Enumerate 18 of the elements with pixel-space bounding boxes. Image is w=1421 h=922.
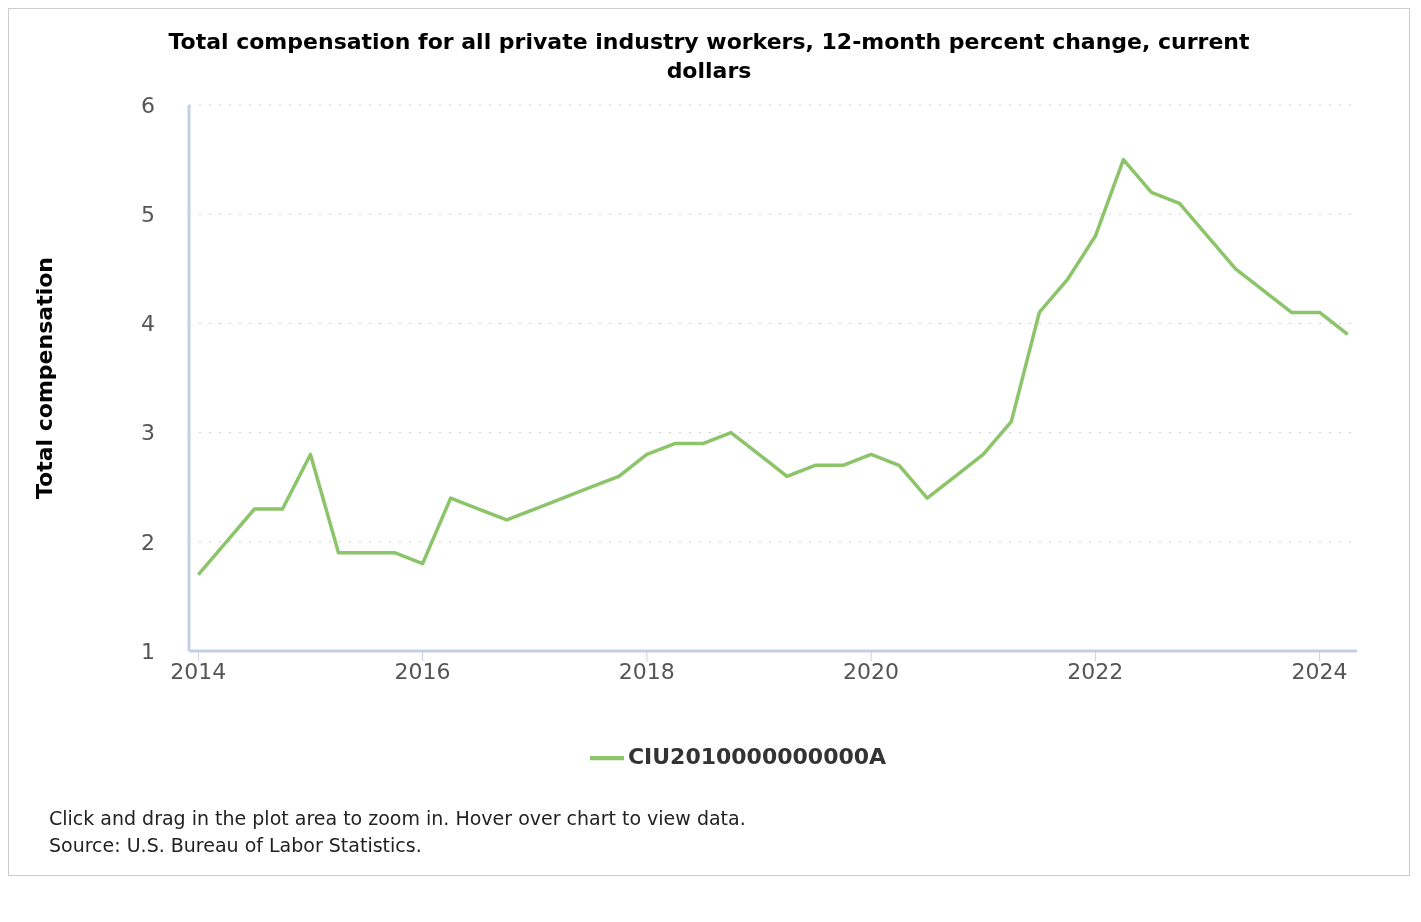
x-tick-label: 2018	[618, 658, 675, 684]
text: Click and drag in the plot area to zoom in. Hover over chart to view data.	[49, 806, 747, 831]
x-tick-label: 2020	[843, 658, 900, 684]
x-tick-label: 2014	[170, 658, 227, 684]
x-tick-label: 2016	[394, 658, 451, 684]
x-tick-label: 2024	[1291, 658, 1348, 684]
x-tick-label: 2022	[1067, 658, 1124, 684]
line-series	[196, 157, 1350, 577]
y-tick-label: 5	[141, 202, 155, 228]
chart-title: Total compensation for all private industry workers, 12-month percent change, current dollars	[167, 28, 1251, 85]
y-tick-label: 4	[141, 311, 155, 337]
y-tick-label: 3	[141, 420, 155, 446]
y-axis-title: Total compensation	[31, 257, 57, 499]
y-tick-label: 1	[141, 638, 155, 664]
legend-label: CIU2010000000000A	[627, 744, 887, 769]
y-tick-label: 6	[141, 92, 155, 118]
source-note: Source: U.S. Bureau of Labor Statistics.	[49, 833, 423, 858]
y-tick-label: 2	[141, 529, 155, 555]
